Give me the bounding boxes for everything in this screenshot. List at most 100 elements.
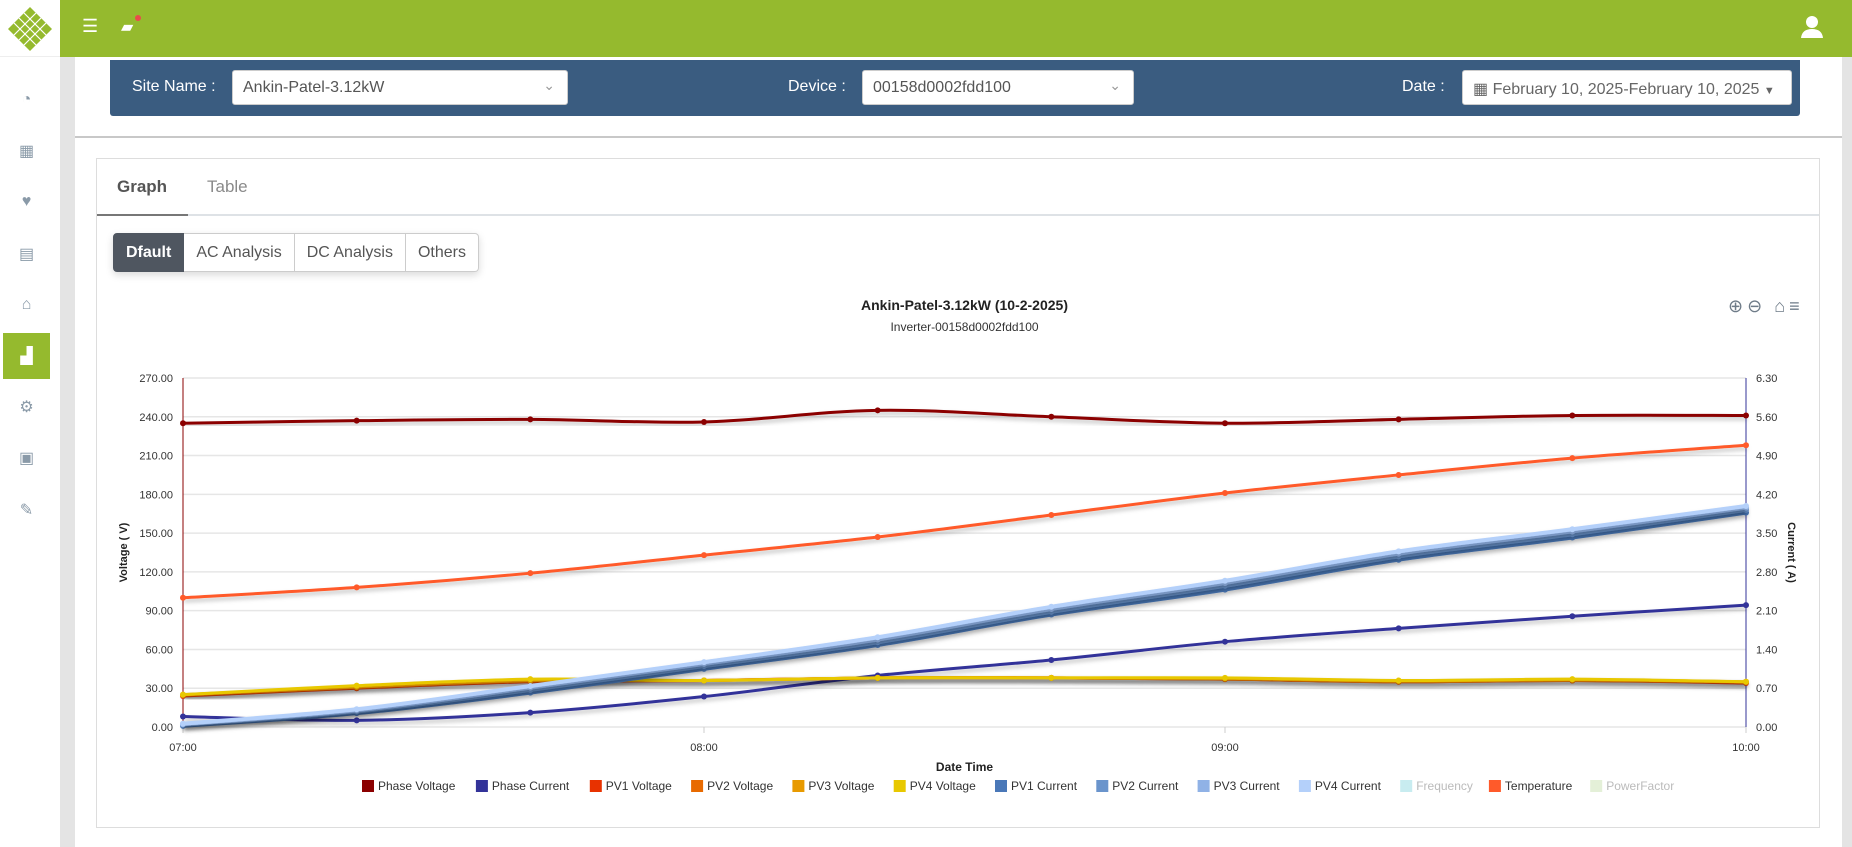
series-line-phase-current: [182, 603, 1747, 722]
legend-swatch: [589, 780, 602, 792]
legend-swatch: [1197, 780, 1210, 792]
building-icon[interactable]: ▦: [18, 143, 35, 161]
data-point: [701, 552, 707, 559]
y-right-tick-label: 2.80: [1756, 567, 1777, 579]
logo[interactable]: [0, 0, 60, 57]
data-point: [1569, 613, 1576, 620]
sidebar: ◔ ▦ ♥ ▤ ⌂ ▟ ⚙ ▣ ✎: [0, 57, 60, 847]
dashboard-icon[interactable]: ◔: [21, 91, 32, 108]
series-line-pv2-current: [182, 507, 1747, 727]
data-point: [1222, 638, 1228, 645]
zoom-out-icon[interactable]: ⊖: [1747, 296, 1763, 316]
tab-table[interactable]: Table: [207, 177, 248, 196]
data-point: [1743, 602, 1749, 609]
others-button[interactable]: Others: [405, 233, 479, 272]
chart-subtitle: Inverter-00158d0002fdd100: [890, 320, 1038, 334]
legend-swatch: [1400, 780, 1413, 792]
data-point: [1743, 678, 1749, 685]
data-point: [1222, 490, 1228, 497]
y-right-tick-label: 2.10: [1756, 606, 1777, 618]
filter-bar: Site Name : Ankin-Patel-3.12kW ⌄ Device …: [110, 60, 1800, 116]
device-label: Device :: [788, 78, 846, 95]
y-left-tick-label: 180.00: [139, 489, 173, 501]
wrench-icon[interactable]: ✎: [19, 501, 34, 519]
legend-swatch: [893, 780, 906, 792]
legend-item-powerfactor: PowerFactor: [1606, 779, 1674, 793]
zoom-in-icon[interactable]: ⊕: [1728, 296, 1744, 316]
ac-analysis-button[interactable]: AC Analysis: [184, 233, 295, 272]
data-point: [527, 570, 534, 577]
chart-title: Ankin-Patel-3.12kW (10-2-2025): [861, 297, 1068, 313]
legend-item-pv3-voltage: PV3 Voltage: [808, 779, 874, 793]
data-point: [353, 584, 360, 591]
report-icon[interactable]: ▤: [18, 245, 35, 263]
notification-dot: [135, 15, 141, 21]
data-point: [1222, 577, 1228, 584]
data-point: [1048, 413, 1055, 420]
data-point: [353, 417, 360, 424]
hamburger-icon[interactable]: ☰: [82, 16, 99, 36]
series-line-phase-voltage: [182, 408, 1747, 425]
y-right-tick-label: 0.00: [1756, 722, 1777, 734]
legend-swatch: [691, 780, 704, 792]
x-tick-label: 10:00: [1732, 742, 1760, 754]
legend-item-pv1-current: PV1 Current: [1011, 779, 1078, 793]
data-point: [1569, 676, 1576, 683]
series-line-pv4-voltage: [182, 676, 1747, 697]
data-point: [1743, 502, 1749, 509]
data-point: [1395, 416, 1402, 423]
y-right-tick-label: 1.40: [1756, 644, 1777, 656]
data-point: [1395, 677, 1402, 684]
series-line-pv1-current: [182, 510, 1747, 728]
y-right-tick-label: 6.30: [1756, 373, 1777, 385]
tab-bar: Graph Table: [97, 159, 1819, 216]
tab-graph[interactable]: Graph: [117, 177, 168, 196]
series-line-pv3-current: [182, 505, 1747, 727]
heartbeat-icon[interactable]: ♥: [21, 193, 32, 211]
data-point: [1048, 656, 1055, 663]
active-tab-indicator: [97, 214, 188, 216]
logo-icon: [8, 7, 52, 51]
y-right-tick-label: 4.20: [1756, 489, 1777, 501]
data-point: [1743, 442, 1749, 449]
date-label: Date :: [1402, 78, 1445, 95]
data-point: [701, 693, 707, 700]
store-icon[interactable]: ⌂: [21, 295, 32, 313]
home-icon[interactable]: ⌂: [1774, 296, 1786, 316]
user-icon[interactable]: [1800, 15, 1824, 39]
legend-item-pv4-voltage: PV4 Voltage: [910, 779, 976, 793]
series-line-temperature: [182, 443, 1747, 600]
data-point: [180, 691, 186, 698]
calendar-icon: ▦: [1473, 81, 1489, 98]
legend-swatch: [792, 780, 805, 792]
data-point: [1222, 674, 1228, 681]
chart-toolbar: ⊕ ⊖ ⌂ ≡: [1728, 296, 1800, 317]
y-left-tick-label: 90.00: [145, 606, 173, 618]
legend-item-phase-voltage: Phase Voltage: [378, 779, 456, 793]
chat-icon[interactable]: ▰: [121, 19, 134, 36]
y-left-tick-label: 120.00: [139, 567, 173, 579]
y-right-axis-title: Current ( A): [1785, 522, 1797, 583]
data-point: [353, 682, 360, 689]
gear-icon[interactable]: ⚙: [19, 399, 34, 417]
data-point: [353, 706, 360, 713]
device-select[interactable]: 00158d0002fdd100 ⌄: [862, 70, 1134, 105]
data-point: [527, 416, 534, 423]
data-point: [1569, 455, 1576, 462]
series-line-pv4-current: [182, 503, 1747, 726]
y-left-tick-label: 270.00: [139, 373, 173, 385]
bar-chart-icon[interactable]: ▟: [3, 333, 50, 379]
default-button[interactable]: Dfault: [113, 233, 185, 272]
dc-analysis-button[interactable]: DC Analysis: [294, 233, 406, 272]
legend-swatch: [995, 780, 1007, 792]
y-right-tick-label: 5.60: [1756, 412, 1777, 424]
user-badge-icon[interactable]: ▣: [18, 450, 35, 468]
scrollbar[interactable]: [1842, 57, 1852, 847]
date-range-picker[interactable]: ▦ February 10, 2025-February 10, 2025 ▼: [1462, 70, 1792, 105]
chevron-down-icon: ⌄: [543, 77, 555, 93]
data-point: [1395, 548, 1402, 555]
menu-icon[interactable]: ≡: [1789, 296, 1800, 316]
y-left-tick-label: 0.00: [152, 722, 173, 734]
site-name-select[interactable]: Ankin-Patel-3.12kW ⌄: [232, 70, 568, 105]
